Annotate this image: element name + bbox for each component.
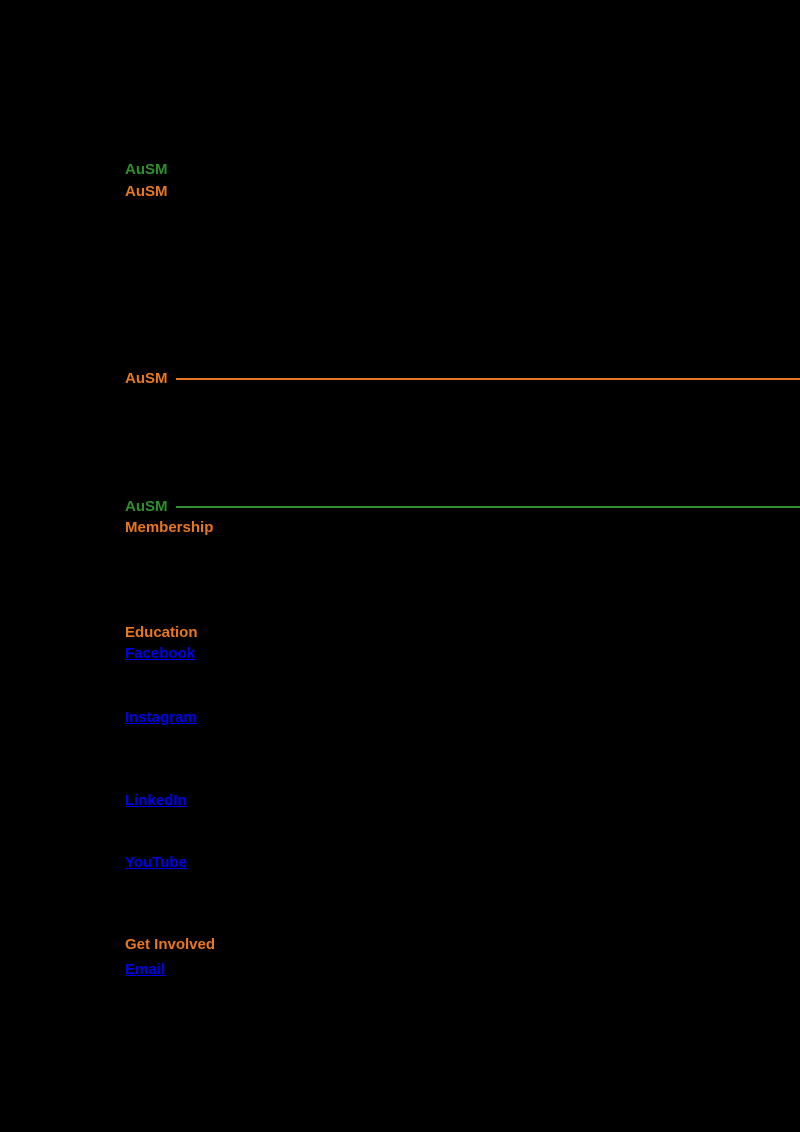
section-2-subtitle: Membership xyxy=(125,519,214,536)
section-2-title-link[interactable]: AuSM xyxy=(125,498,168,515)
logo-link-primary[interactable]: AuSM xyxy=(125,161,168,178)
nav-link-1[interactable]: Facebook xyxy=(125,645,196,662)
footer-email-link[interactable]: Email xyxy=(125,961,166,978)
list-label: Education xyxy=(125,624,198,641)
nav-link-4[interactable]: YouTube xyxy=(125,854,187,871)
section-1-header: AuSM xyxy=(125,370,800,387)
nav-link-2[interactable]: Instagram xyxy=(125,709,197,726)
logo-link-secondary[interactable]: AuSM xyxy=(125,183,168,200)
green-divider-line xyxy=(175,505,800,508)
section-1-title-link[interactable]: AuSM xyxy=(125,370,168,387)
section-2-header: AuSM xyxy=(125,498,800,515)
orange-divider-line xyxy=(175,377,800,380)
footer-label: Get Involved xyxy=(125,936,216,953)
nav-link-3[interactable]: LinkedIn xyxy=(125,792,187,809)
